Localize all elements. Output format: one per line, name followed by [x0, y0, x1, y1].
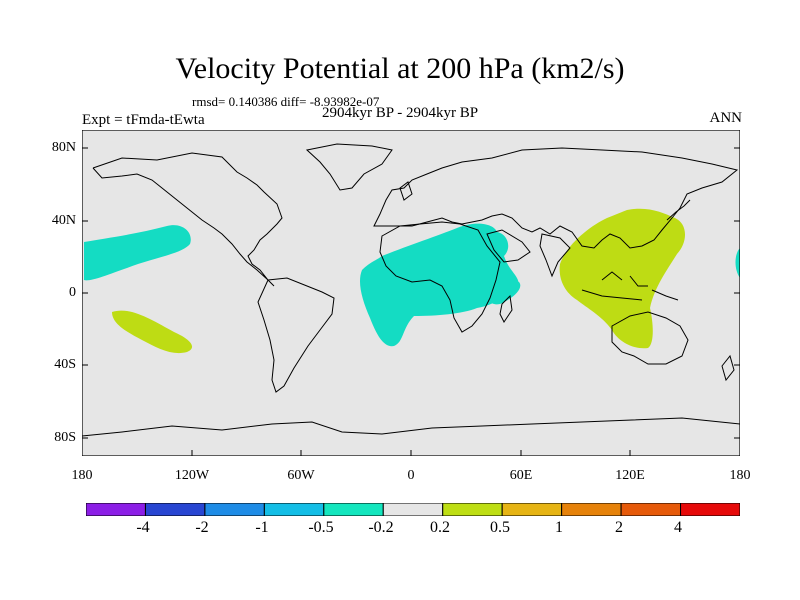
colorbar-segment	[442, 503, 503, 516]
world-map	[82, 130, 740, 456]
colorbar-segment	[86, 503, 146, 516]
lon-label-0: 0	[407, 468, 415, 483]
colorbar-label: 2	[615, 519, 623, 536]
coast-arabia	[486, 229, 531, 263]
coast-japan	[666, 199, 691, 221]
axis-ticks	[82, 147, 740, 456]
negative-anomaly-indian-ocean	[486, 280, 521, 305]
coast-north-america	[92, 152, 283, 287]
colorbar-segment	[323, 503, 384, 516]
colorbar-segment	[680, 503, 740, 516]
lon-label-60e: 60E	[509, 468, 533, 483]
colorbar-segment	[204, 503, 265, 516]
colorbar-label: 4	[674, 519, 682, 536]
lat-label-40s: 40S	[54, 357, 76, 372]
colorbar-label: 0.2	[430, 519, 450, 536]
colorbar-segment	[501, 503, 563, 516]
map-title: Velocity Potential at 200 hPa (km2/s)	[175, 52, 625, 85]
coast-eurasia	[373, 147, 739, 249]
lat-label-80n: 80N	[51, 140, 76, 155]
coast-india	[539, 233, 571, 278]
colorbar-segment	[561, 503, 622, 516]
coast-indonesia	[581, 271, 679, 301]
coast-africa	[379, 221, 501, 333]
colorbar-label: -0.5	[308, 519, 334, 536]
lon-label-120w: 120W	[174, 468, 210, 483]
colorbar-segment	[382, 503, 444, 516]
colorbar-label: 1	[555, 519, 563, 536]
lat-label-40n: 40N	[51, 213, 76, 228]
positive-anomaly-regions	[112, 208, 686, 354]
coast-australia	[611, 311, 689, 365]
colorbar-label: -2	[195, 519, 209, 536]
coast-antarctica	[82, 417, 740, 437]
colorbar-label: -1	[255, 519, 269, 536]
coast-british-isles	[399, 181, 413, 201]
colorbar-label: 0.5	[490, 519, 510, 536]
coast-new-zealand	[721, 354, 735, 382]
colorbar-segment	[263, 503, 325, 516]
experiment-label: Expt = tFmda-tEwta	[82, 112, 205, 128]
lon-label-60w: 60W	[287, 468, 315, 483]
coast-south-america	[257, 277, 335, 393]
lat-label-80s: 80S	[54, 430, 76, 445]
lon-label-180e: 180	[729, 468, 751, 483]
colorbar-label: -0.2	[368, 519, 394, 536]
negative-anomaly-east-pacific-edge	[735, 248, 740, 278]
colorbar-segment	[620, 503, 682, 516]
coast-greenlandand	[305, 143, 393, 191]
colorbar-segment	[144, 503, 206, 516]
lon-label-120e: 120E	[615, 468, 645, 483]
season-label: ANN	[709, 110, 743, 126]
stats-text: rmsd= 0.140386 diff= -8.93982e-07	[192, 94, 380, 109]
coast-madagascar	[499, 294, 513, 323]
negative-anomaly-northeast-pacific	[84, 225, 191, 281]
positive-anomaly-south-pacific	[112, 310, 193, 354]
lon-label-180w: 180	[71, 468, 93, 483]
period-label: 2904kyr BP - 2904kyr BP	[322, 105, 479, 121]
colorbar-label: -4	[136, 519, 150, 536]
colorbar	[86, 503, 740, 516]
positive-anomaly-maritime-continent	[559, 208, 686, 349]
lat-label-0: 0	[69, 285, 76, 300]
coastlines	[82, 143, 740, 437]
